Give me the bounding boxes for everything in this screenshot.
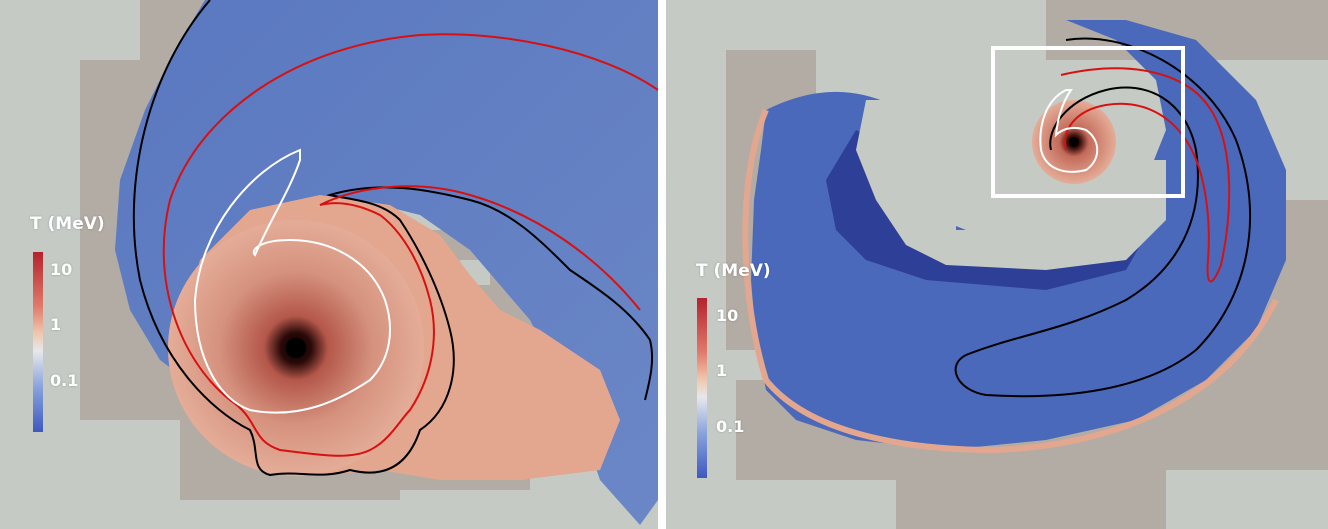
left-colorbar-title: T (MeV): [30, 214, 105, 234]
right-colorbar-title: T (MeV): [696, 261, 771, 281]
right-panel: T (MeV) 10 1 0.1: [666, 0, 1328, 529]
right-colorbar-tick-1: 1: [716, 361, 728, 380]
right-contour-white: [1039, 89, 1099, 173]
left-contour-white: [193, 148, 391, 414]
left-simulation-image: [0, 0, 658, 529]
left-colorbar-tick-10: 10: [50, 260, 73, 279]
right-contour-black: [954, 37, 1252, 398]
left-panel: T (MeV) 10 1 0.1: [0, 0, 658, 529]
right-colorbar-tick-0.1: 0.1: [716, 417, 745, 436]
left-cold-region: [115, 0, 658, 525]
right-inset-box: [991, 46, 1185, 198]
right-colorbar-tick-10: 10: [716, 306, 739, 325]
left-contour-black: [132, 0, 654, 477]
left-colorbar: [33, 252, 43, 432]
left-contour-red: [162, 33, 658, 457]
left-colorbar-tick-1: 1: [50, 315, 62, 334]
right-colorbar: [697, 298, 707, 478]
right-contour-red: [1060, 67, 1231, 283]
left-colorbar-tick-0.1: 0.1: [50, 371, 79, 390]
